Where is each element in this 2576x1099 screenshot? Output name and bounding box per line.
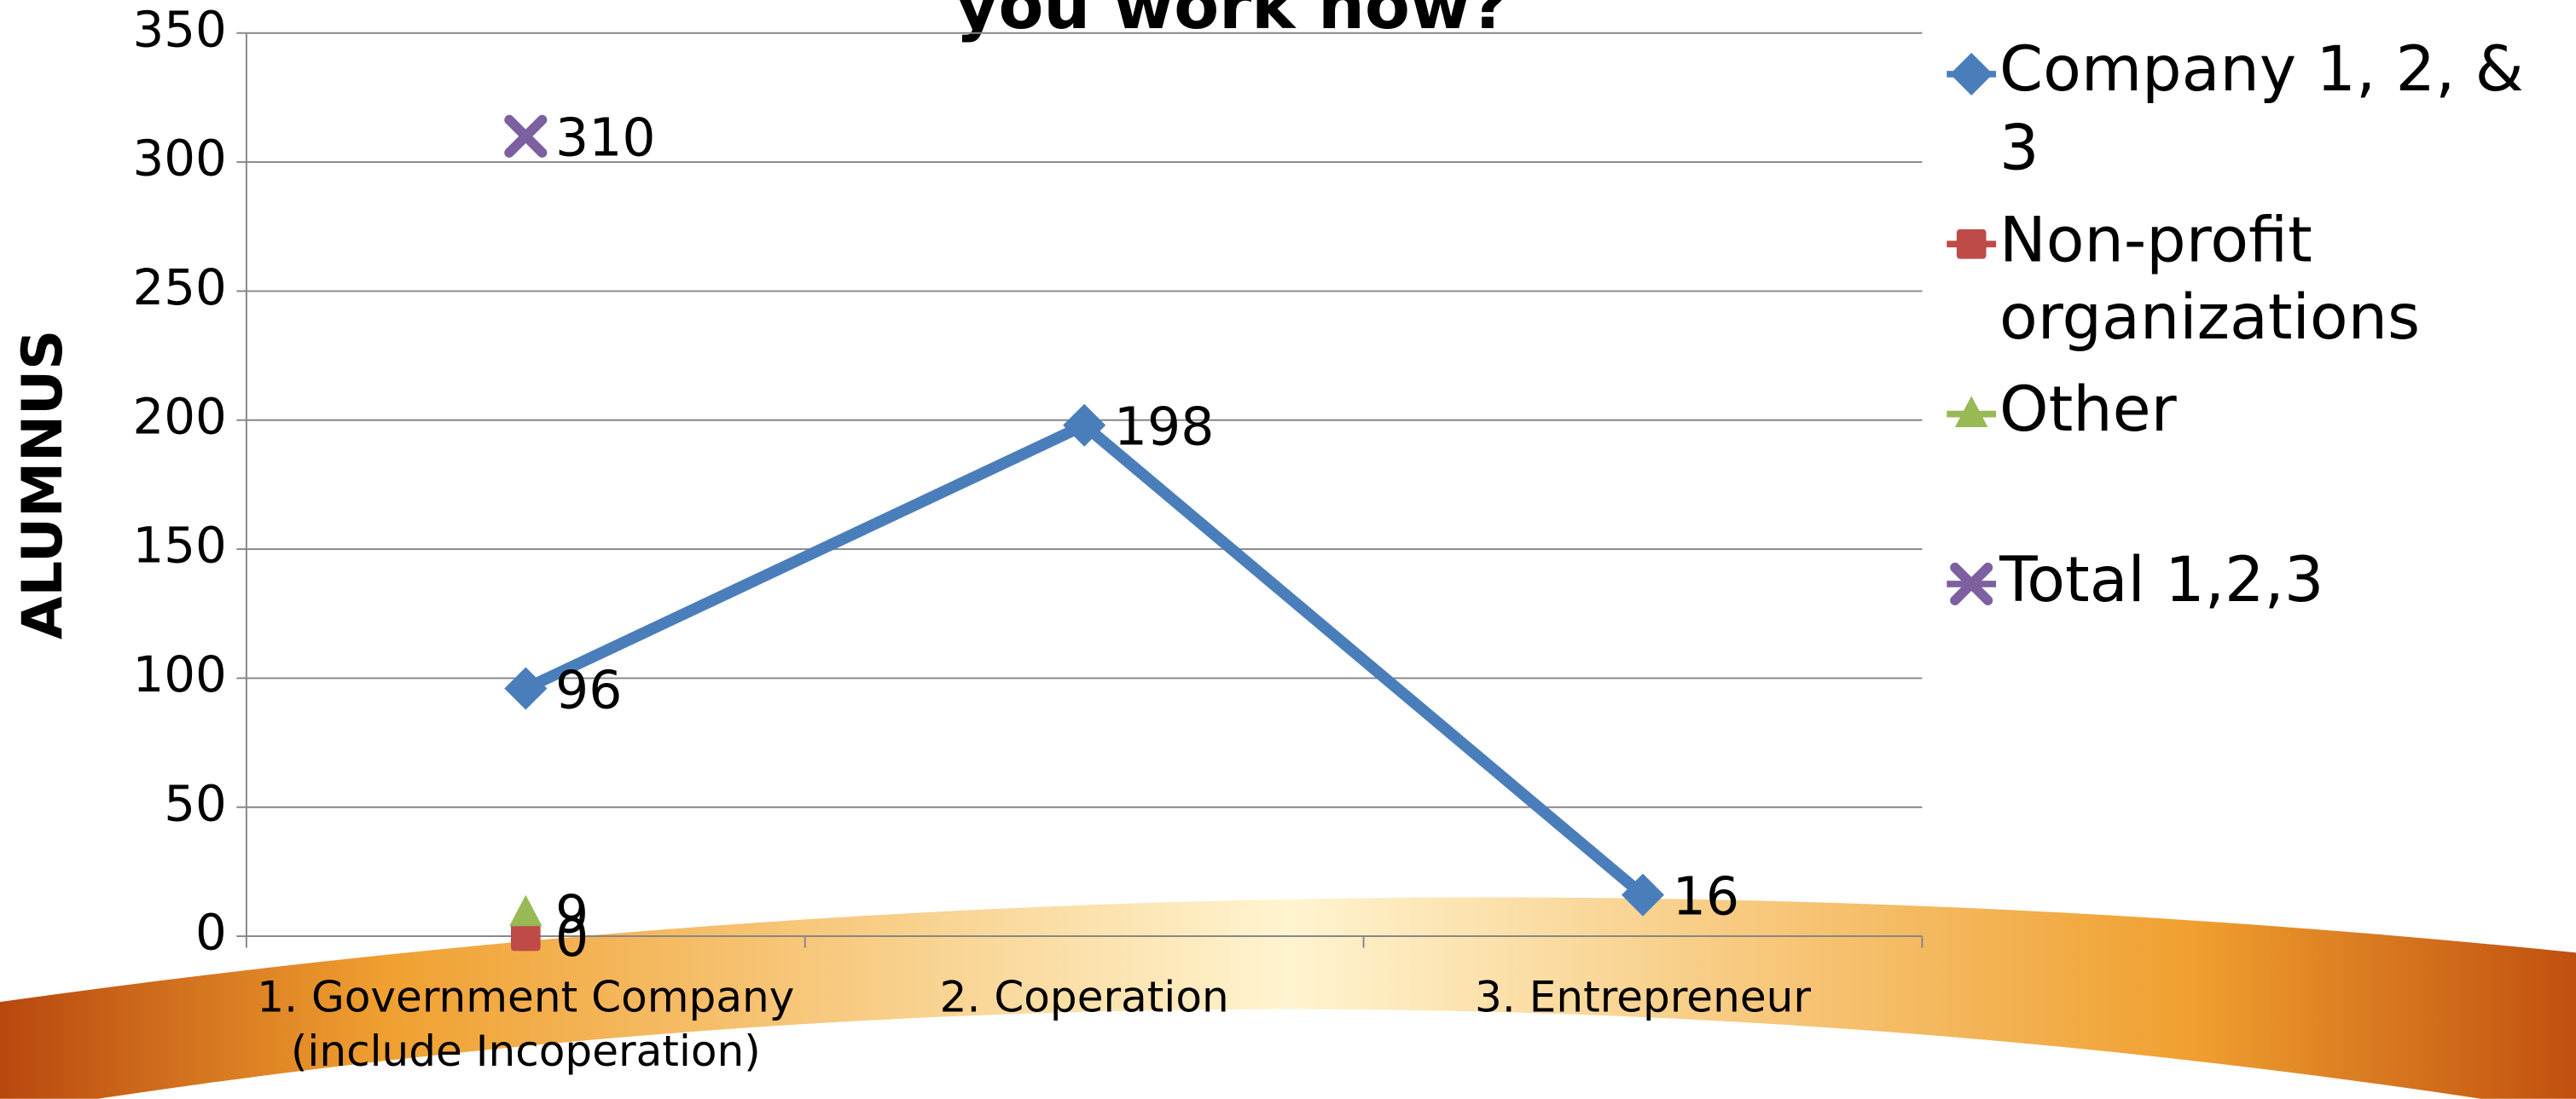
chart-title: you work now? [955, 0, 1509, 44]
point [1063, 403, 1106, 447]
data-label: 9 [555, 884, 589, 946]
point [1621, 873, 1665, 917]
data-label: 198 [1114, 396, 1215, 458]
y-tick-label: 0 [195, 904, 227, 962]
point [504, 667, 548, 710]
y-tick-label: 200 [133, 387, 227, 445]
legend-label: Other [1999, 373, 2177, 446]
x-tick-label: 3. Entrepreneur [1475, 974, 1811, 1024]
y-tick-label: 100 [133, 645, 227, 703]
point [1954, 396, 1988, 428]
x-tick-label-box: 3. Entrepreneur [1475, 974, 1811, 1024]
point [1950, 562, 1993, 605]
legend-label: Total 1,2,3 [1999, 542, 2324, 616]
y-tick-label: 300 [133, 130, 227, 188]
point [509, 894, 542, 927]
series-line [523, 419, 1647, 899]
point [1956, 228, 1987, 259]
x-tick-label: 1. Government Company (include Incoperat… [257, 974, 795, 1077]
data-label: 310 [555, 107, 656, 169]
legend-label: Non-profit organizations [1999, 203, 2421, 354]
data-label: 96 [555, 659, 622, 720]
x-tick-label-box: 1. Government Company (include Incoperat… [257, 974, 795, 1077]
legend-label: Company 1, 2, & 3 [1999, 32, 2524, 183]
series: 0 [510, 907, 589, 969]
legend-label-box: Other [1999, 373, 2177, 446]
y-tick-label: 150 [133, 517, 227, 575]
y-tick-label: 250 [133, 258, 227, 316]
legend-label-box: Non-profit organizations [1999, 203, 2421, 354]
y-axis-label: ALUMNUS [10, 330, 75, 639]
y-tick-label: 350 [133, 0, 227, 58]
x-tick-label-box: 2. Coperation [939, 974, 1229, 1024]
x-tick-label: 2. Coperation [939, 974, 1229, 1024]
legend-label-box: Total 1,2,3 [1999, 542, 2324, 616]
point [504, 114, 548, 158]
y-tick-label: 50 [164, 774, 227, 832]
background-inner [98, 1009, 2481, 1099]
series: 9 [509, 884, 589, 946]
series: 96 198 16 [504, 396, 1739, 928]
legend-label-box: Company 1, 2, & 3 [1999, 32, 2524, 183]
point [1950, 52, 1993, 95]
data-label: 16 [1673, 866, 1739, 928]
point [510, 921, 541, 952]
series: 310 [504, 107, 656, 169]
data-label: 0 [555, 907, 589, 969]
background-swirl [0, 897, 2576, 1099]
